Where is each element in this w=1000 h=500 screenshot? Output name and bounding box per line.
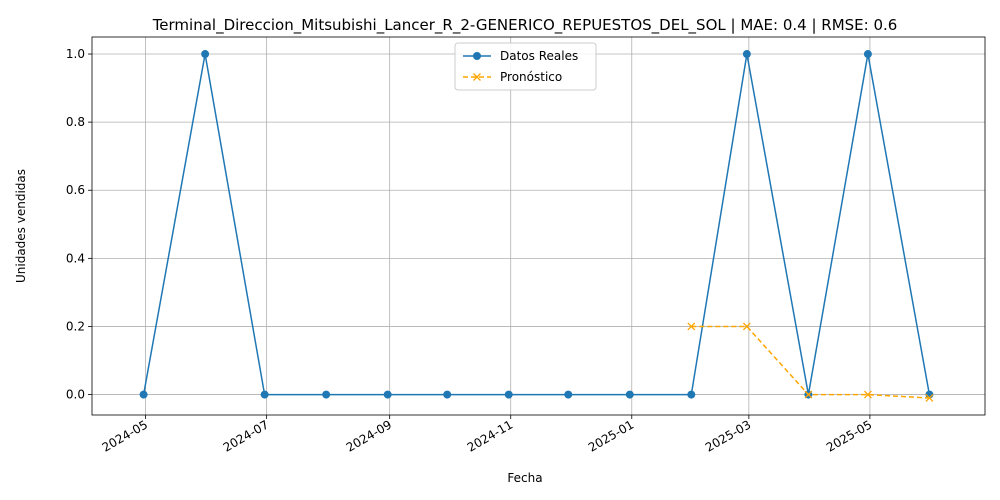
data-point-actual <box>687 390 696 399</box>
chart-title: Terminal_Direccion_Mitsubishi_Lancer_R_2… <box>152 16 898 35</box>
data-point-actual <box>504 390 513 399</box>
y-axis-label: Unidades vendidas <box>14 169 28 283</box>
data-point-actual <box>260 390 269 399</box>
data-point-actual <box>443 390 452 399</box>
grid <box>92 37 985 415</box>
data-point-forecast <box>687 322 696 331</box>
data-point-actual <box>742 50 751 59</box>
data-point-actual <box>322 390 331 399</box>
y-tick-label: 0.8 <box>66 115 85 129</box>
legend-marker-forecast <box>473 73 481 81</box>
data-point-actual <box>201 50 210 59</box>
y-tick-label: 1.0 <box>66 47 85 61</box>
data-point-actual <box>564 390 573 399</box>
data-point-actual <box>863 50 872 59</box>
data-point-actual <box>139 390 148 399</box>
legend-box <box>454 42 597 91</box>
y-tick-label: 0.2 <box>66 319 85 333</box>
data-point-forecast <box>925 394 934 402</box>
plot-frame <box>91 36 986 416</box>
legend-marker-actual <box>473 52 481 60</box>
data-point-forecast <box>863 390 872 399</box>
series-layer <box>139 50 934 402</box>
legend-label-forecast: Pronóstico <box>500 70 562 84</box>
y-tick-label: 0.6 <box>66 183 85 197</box>
x-axis-label: Fecha <box>507 471 542 485</box>
series-line-actual <box>142 53 931 396</box>
data-point-forecast <box>804 390 813 399</box>
data-point-forecast <box>742 322 751 331</box>
y-tick-label: 0.4 <box>66 251 85 265</box>
data-point-actual <box>625 390 634 399</box>
legend: Datos Reales Pronóstico <box>454 42 597 91</box>
legend-label-actual: Datos Reales <box>500 49 578 63</box>
y-tick-label: 0.0 <box>66 388 85 402</box>
data-point-actual <box>383 390 392 399</box>
